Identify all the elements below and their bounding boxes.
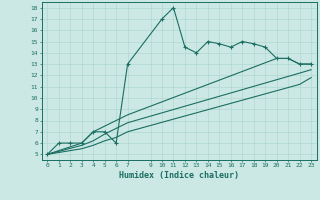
X-axis label: Humidex (Indice chaleur): Humidex (Indice chaleur) [119,171,239,180]
